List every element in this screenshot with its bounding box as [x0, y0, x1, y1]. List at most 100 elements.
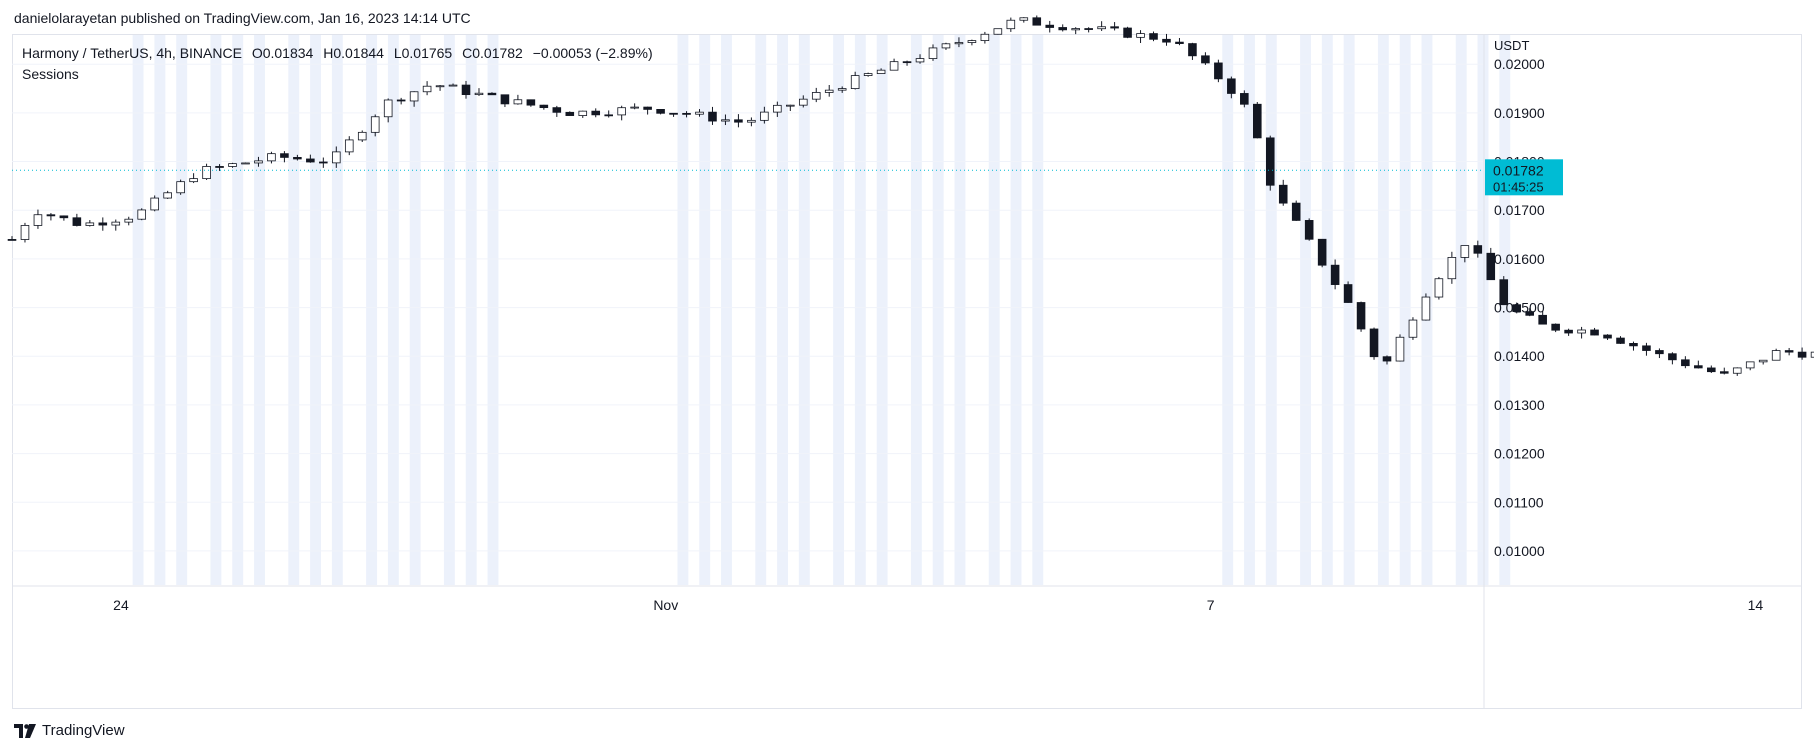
candle-body [630, 106, 639, 109]
candle-body [889, 61, 899, 71]
session-band [443, 35, 455, 585]
last-price-value: 0.01782 [1493, 162, 1544, 178]
sessions-indicator-label[interactable]: Sessions [22, 66, 79, 82]
candle-body [293, 157, 302, 160]
candle-body [1551, 323, 1560, 331]
grid [12, 63, 1483, 552]
symbol-name[interactable]: Harmony / TetherUS, 4h, BINANCE [22, 45, 242, 61]
candle-body [1330, 264, 1340, 285]
candle-body [876, 69, 886, 75]
y-tick-label: 0.01600 [1494, 251, 1545, 267]
candle-body [1758, 359, 1768, 363]
candle-body [552, 107, 562, 113]
x-tick-label: 24 [113, 597, 129, 613]
candle-body [1564, 329, 1573, 334]
session-band [854, 35, 866, 585]
candle-body [500, 94, 510, 105]
candle-body [1473, 245, 1483, 254]
candle-body [1097, 26, 1106, 30]
candle-body [1084, 28, 1093, 30]
candle-body [1538, 314, 1547, 325]
candle-body [33, 214, 43, 226]
ohlc-change: −0.00053 (−2.89%) [532, 45, 653, 61]
candle-body [1668, 353, 1677, 361]
session-band [176, 35, 188, 585]
candle-body [1227, 78, 1236, 94]
session-bands [132, 35, 1511, 585]
y-tick-label: 0.01200 [1494, 446, 1545, 462]
brand-name: TradingView [42, 722, 125, 739]
candle-body [1616, 337, 1625, 344]
candle-body [370, 116, 380, 133]
tradingview-footer[interactable]: TradingView [14, 722, 125, 739]
candle-body [1784, 350, 1794, 353]
candle-body [98, 222, 108, 226]
candle-body [396, 99, 406, 102]
candle-body [1369, 328, 1379, 358]
candle-body [409, 91, 419, 102]
candle-body [1694, 365, 1703, 369]
candle-body [1149, 33, 1158, 40]
candle-body [1771, 350, 1781, 361]
candle-body [928, 47, 938, 59]
session-band [487, 35, 499, 585]
candle-body [1382, 356, 1392, 362]
candle-body [267, 153, 276, 162]
session-band [833, 35, 845, 585]
candle-body [344, 139, 354, 153]
candle-body [760, 111, 769, 121]
candle-body [1019, 17, 1029, 21]
session-band [932, 35, 944, 585]
candle-body [747, 119, 756, 123]
candle-body [617, 107, 626, 116]
chart-frame[interactable] [12, 34, 1802, 709]
candle-body [1499, 279, 1509, 306]
candle-body [72, 217, 82, 226]
candle-body [1603, 334, 1612, 339]
session-band [699, 35, 711, 585]
candle-body [20, 225, 30, 240]
session-band [1321, 35, 1333, 585]
candle-body [656, 109, 665, 114]
candle-body [1745, 361, 1755, 369]
session-band [210, 35, 222, 585]
ohlc-close: C0.01782 [462, 45, 523, 61]
session-band [310, 35, 321, 585]
y-tick-label: 0.01700 [1494, 202, 1545, 218]
y-tick-label: 0.02000 [1494, 56, 1545, 72]
candle-body [435, 85, 445, 88]
session-band [910, 35, 922, 585]
candle-body [1707, 367, 1716, 373]
ohlc-open: O0.01834 [251, 45, 314, 61]
candle-body [241, 162, 250, 165]
session-band [1377, 35, 1389, 585]
y-tick-label: 0.01500 [1494, 300, 1545, 316]
session-band [755, 35, 767, 585]
candle-body [1356, 302, 1366, 330]
candle-body [215, 166, 224, 168]
candle-body [1252, 103, 1262, 139]
session-band [1010, 35, 1022, 585]
session-band [132, 35, 144, 585]
session-band [331, 35, 343, 585]
candle-body [669, 112, 678, 115]
symbol-legend[interactable]: Harmony / TetherUS, 4h, BINANCE O0.01834… [22, 45, 659, 61]
candle-body [306, 158, 315, 163]
candle-body [1681, 359, 1690, 367]
candle-body [1201, 55, 1210, 64]
candle-body [734, 119, 743, 123]
session-band [254, 35, 265, 585]
session-band [1343, 35, 1355, 585]
candle-body [1006, 19, 1016, 30]
candle-body [1395, 336, 1405, 362]
candle-body [189, 178, 198, 183]
candle-body [1032, 17, 1042, 26]
candle-body [1317, 238, 1327, 266]
candle-body [1188, 43, 1197, 57]
candle-body [1719, 371, 1729, 374]
candle-body [837, 88, 847, 91]
candle-body [111, 221, 121, 226]
candle-body [1291, 202, 1301, 221]
